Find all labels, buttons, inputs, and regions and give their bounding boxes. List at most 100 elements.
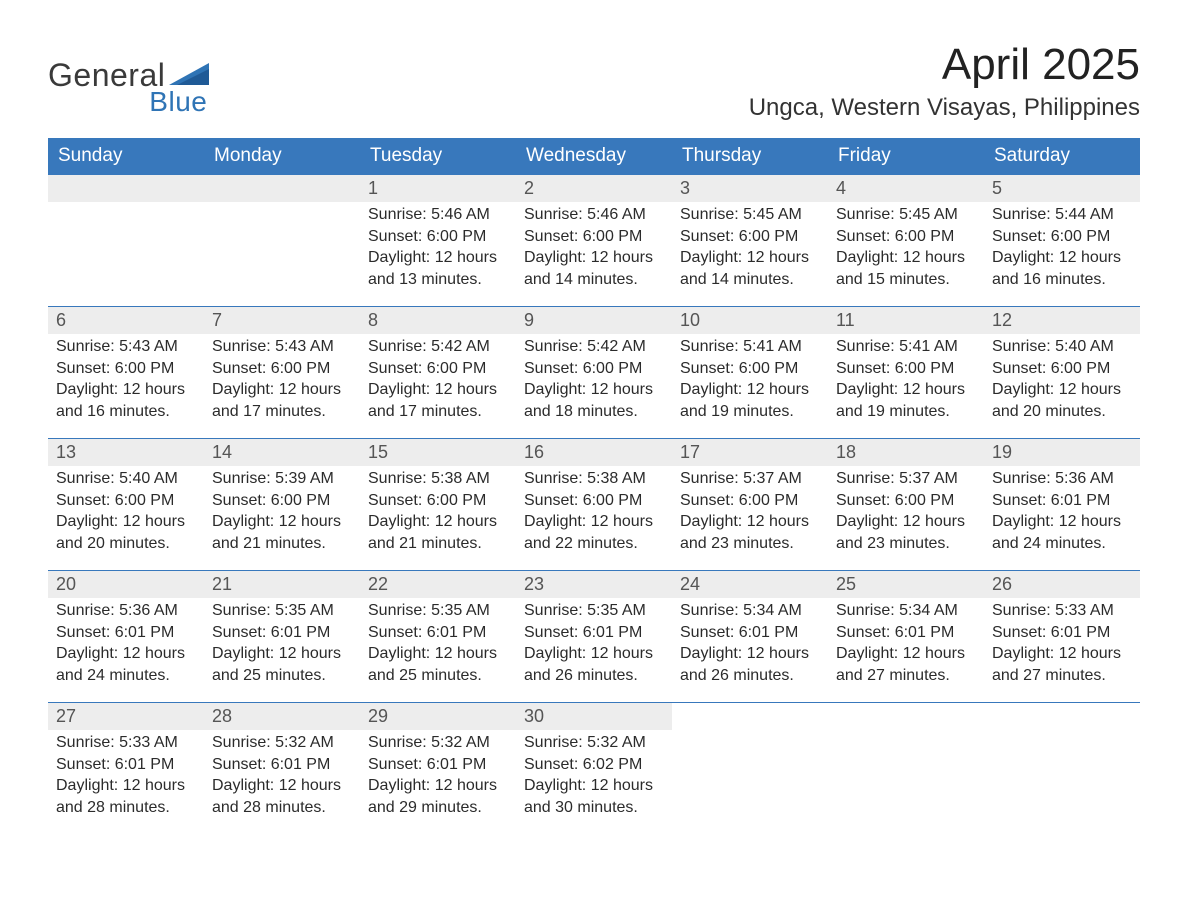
day-content: Sunrise: 5:41 AMSunset: 6:00 PMDaylight:… [672, 334, 828, 432]
sunrise-line: Sunrise: 5:42 AM [368, 338, 490, 355]
calendar-cell: 3Sunrise: 5:45 AMSunset: 6:00 PMDaylight… [672, 175, 828, 307]
day-number: 30 [524, 706, 544, 727]
calendar-cell: 5Sunrise: 5:44 AMSunset: 6:00 PMDaylight… [984, 175, 1140, 307]
sunset-line: Sunset: 6:00 PM [836, 228, 954, 245]
day-number: 29 [368, 706, 388, 727]
day-content: Sunrise: 5:46 AMSunset: 6:00 PMDaylight:… [516, 202, 672, 300]
calendar-body: 1 Sunrise: 5:46 AM Sunset: 6:00 PM Daylight… [48, 175, 1140, 835]
day-content: Sunrise: 5:34 AMSunset: 6:01 PMDaylight:… [672, 598, 828, 696]
sunrise-line: Sunrise: 5:43 AM [212, 338, 334, 355]
daylight-line: Daylight: 12 hours and 23 minutes. [680, 513, 809, 552]
page-header: General Blue April 2025 Ungca, Western V… [48, 36, 1140, 132]
sunrise-line: Sunrise: 5:37 AM [836, 470, 958, 487]
daylight-line: Daylight: 12 hours and 16 minutes. [56, 381, 185, 420]
sunrise-line: Sunrise: 5:44 AM [992, 206, 1114, 223]
sunset-line: Sunset: 6:00 PM [680, 228, 798, 245]
calendar-week-row: 20 Sunrise: 5:36 AM Sunset: 6:01 PM Dayligh… [48, 571, 1140, 703]
weekday-header: Saturday [984, 138, 1140, 175]
sunset-line: Sunset: 6:01 PM [212, 624, 330, 641]
sunset-line: Sunset: 6:01 PM [368, 756, 486, 773]
day-number-row: 27 [48, 703, 204, 730]
calendar-cell: 26Sunrise: 5:33 AMSunset: 6:01 PMDayligh… [984, 571, 1140, 703]
sunrise-line: Sunrise: 5:41 AM [680, 338, 802, 355]
sunrise-line: Sunrise: 5:46 AM [524, 206, 646, 223]
sunset-line: Sunset: 6:01 PM [56, 624, 174, 641]
day-number-row: 28 [204, 703, 360, 730]
location-subtitle: Ungca, Western Visayas, Philippines [749, 94, 1140, 122]
sunset-line: Sunset: 6:01 PM [992, 492, 1110, 509]
day-number-row: 9 [516, 307, 672, 334]
day-number: 11 [836, 310, 855, 331]
daylight-line: Daylight: 12 hours and 18 minutes. [524, 381, 653, 420]
calendar-cell [672, 703, 828, 835]
calendar-cell: 28Sunrise: 5:32 AMSunset: 6:01 PMDayligh… [204, 703, 360, 835]
calendar-cell: 27Sunrise: 5:33 AMSunset: 6:01 PMDayligh… [48, 703, 204, 835]
daylight-line: Daylight: 12 hours and 14 minutes. [680, 249, 809, 288]
sunrise-line: Sunrise: 5:36 AM [56, 602, 178, 619]
day-content: Sunrise: 5:38 AMSunset: 6:00 PMDaylight:… [516, 466, 672, 564]
sunrise-line: Sunrise: 5:35 AM [368, 602, 490, 619]
weekday-header: Tuesday [360, 138, 516, 175]
sunset-line: Sunset: 6:00 PM [524, 228, 642, 245]
daylight-line: Daylight: 12 hours and 20 minutes. [56, 513, 185, 552]
day-number-row: 14 [204, 439, 360, 466]
calendar-cell: 19Sunrise: 5:36 AMSunset: 6:01 PMDayligh… [984, 439, 1140, 571]
logo-general-label: General [48, 59, 165, 91]
sunset-line: Sunset: 6:00 PM [56, 492, 174, 509]
sunset-line: Sunset: 6:00 PM [992, 360, 1110, 377]
day-content: Sunrise: 5:45 AMSunset: 6:00 PMDaylight:… [828, 202, 984, 300]
day-number: 18 [836, 442, 856, 463]
calendar-head: SundayMondayTuesdayWednesdayThursdayFrid… [48, 138, 1140, 175]
day-number-row: 20 [48, 571, 204, 598]
sunset-line: Sunset: 6:00 PM [524, 492, 642, 509]
sunrise-line: Sunrise: 5:42 AM [524, 338, 646, 355]
day-number-row [204, 175, 360, 202]
sunrise-line: Sunrise: 5:40 AM [992, 338, 1114, 355]
calendar-cell: 4Sunrise: 5:45 AMSunset: 6:00 PMDaylight… [828, 175, 984, 307]
sunset-line: Sunset: 6:00 PM [680, 492, 798, 509]
day-number: 9 [524, 310, 534, 331]
calendar-cell: 16Sunrise: 5:38 AMSunset: 6:00 PMDayligh… [516, 439, 672, 571]
day-number-row: 24 [672, 571, 828, 598]
day-content: Sunrise: 5:45 AMSunset: 6:00 PMDaylight:… [672, 202, 828, 300]
sunset-line: Sunset: 6:00 PM [992, 228, 1110, 245]
sunrise-line: Sunrise: 5:40 AM [56, 470, 178, 487]
day-number-row: 29 [360, 703, 516, 730]
logo-text-blue: Blue [149, 88, 207, 116]
day-number-row: 1 [360, 175, 516, 202]
sunset-line: Sunset: 6:00 PM [836, 360, 954, 377]
day-number: 22 [368, 574, 388, 595]
daylight-line: Daylight: 12 hours and 20 minutes. [992, 381, 1121, 420]
day-content: Sunrise: 5:32 AMSunset: 6:02 PMDaylight:… [516, 730, 672, 828]
sunrise-line: Sunrise: 5:41 AM [836, 338, 958, 355]
day-content: Sunrise: 5:42 AMSunset: 6:00 PMDaylight:… [516, 334, 672, 432]
calendar-cell [984, 703, 1140, 835]
sunset-line: Sunset: 6:00 PM [368, 228, 486, 245]
day-content: Sunrise: 5:32 AMSunset: 6:01 PMDaylight:… [360, 730, 516, 828]
daylight-line: Daylight: 12 hours and 25 minutes. [212, 645, 341, 684]
calendar-cell: 2Sunrise: 5:46 AMSunset: 6:00 PMDaylight… [516, 175, 672, 307]
calendar-cell: 6Sunrise: 5:43 AMSunset: 6:00 PMDaylight… [48, 307, 204, 439]
calendar-cell: 21Sunrise: 5:35 AMSunset: 6:01 PMDayligh… [204, 571, 360, 703]
day-number-row: 11 [828, 307, 984, 334]
calendar-cell: 15Sunrise: 5:38 AMSunset: 6:00 PMDayligh… [360, 439, 516, 571]
calendar-cell: 14Sunrise: 5:39 AMSunset: 6:00 PMDayligh… [204, 439, 360, 571]
calendar-week-row: 27Sunrise: 5:33 AMSunset: 6:01 PMDayligh… [48, 703, 1140, 835]
sunset-line: Sunset: 6:01 PM [992, 624, 1110, 641]
calendar-cell: 17Sunrise: 5:37 AMSunset: 6:00 PMDayligh… [672, 439, 828, 571]
day-number-row: 15 [360, 439, 516, 466]
calendar-week-row: 13Sunrise: 5:40 AMSunset: 6:00 PMDayligh… [48, 439, 1140, 571]
day-number-row: 16 [516, 439, 672, 466]
sunrise-line: Sunrise: 5:34 AM [836, 602, 958, 619]
day-content: Sunrise: 5:35 AMSunset: 6:01 PMDaylight:… [360, 598, 516, 696]
day-number: 21 [212, 574, 232, 595]
daylight-line: Daylight: 12 hours and 26 minutes. [680, 645, 809, 684]
sunset-line: Sunset: 6:00 PM [368, 360, 486, 377]
day-content: Sunrise: 5:41 AMSunset: 6:00 PMDaylight:… [828, 334, 984, 432]
day-number: 1 [368, 178, 378, 199]
day-number: 19 [992, 442, 1012, 463]
day-number: 27 [56, 706, 76, 727]
day-number-row: 30 [516, 703, 672, 730]
daylight-line: Daylight: 12 hours and 25 minutes. [368, 645, 497, 684]
calendar-cell: 18Sunrise: 5:37 AMSunset: 6:00 PMDayligh… [828, 439, 984, 571]
